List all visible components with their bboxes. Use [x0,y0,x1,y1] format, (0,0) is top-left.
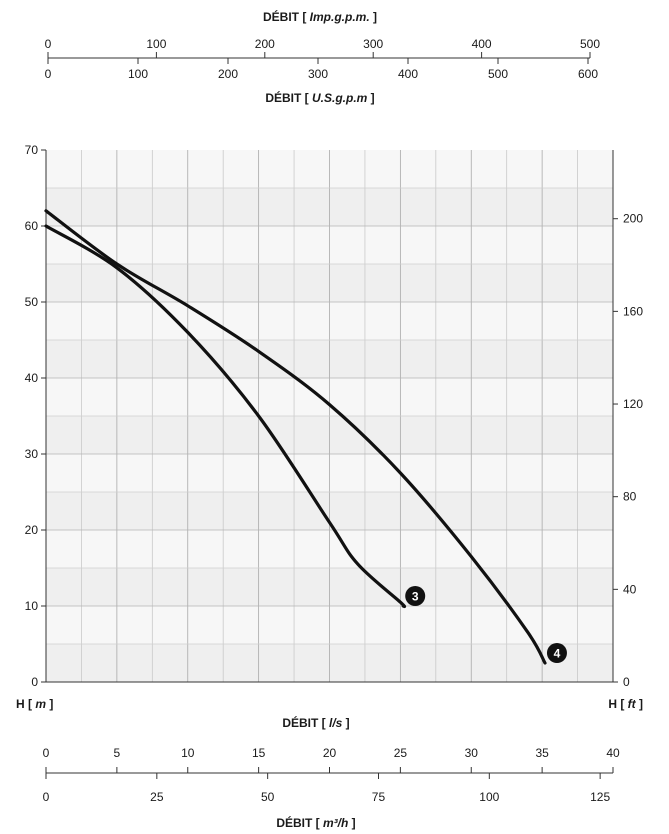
y-right-tick-label: 160 [623,304,643,318]
top_axis_2-unit: U.S.g.p.m [312,91,368,105]
y-left-title: H [ m ] [16,697,53,711]
top_axis_1-title-text: DÉBIT [ [263,9,310,24]
y-left-tick-label: 60 [25,219,39,233]
top_axis_2-tick-label: 600 [578,67,598,81]
bottom_axis_1-title: DÉBIT [ l/s ] [282,715,349,730]
top_axis_2-tick-label: 100 [128,67,148,81]
top_axis_1-unit: Imp.g.p.m. [310,10,370,24]
bottom_axis_2-unit: m³/h [323,816,348,830]
bottom_axis_1-tick-label: 5 [114,746,121,760]
top_axis_2-title: DÉBIT [ U.S.g.p.m ] [265,90,374,105]
top_axis_1-title: DÉBIT [ Imp.g.p.m. ] [263,9,377,24]
y-right-title: H [ ft ] [608,697,643,711]
curve-marker-label-3: 3 [412,590,419,604]
y-right-tick-label: 120 [623,397,643,411]
curve-3 [44,224,407,609]
y-left-tick-label: 20 [25,523,39,537]
top_axis_2-title-text: DÉBIT [ [265,90,312,105]
top_axis_1-title-bracket: ] [370,10,377,24]
bottom_axis_1-tick-label: 10 [181,746,195,760]
bottom_axis_1-tick-label: 0 [43,746,50,760]
bottom_axis_1-tick-label: 40 [606,746,620,760]
curve-marker-3 [405,586,426,606]
top_axis_2-tick-label: 200 [218,67,238,81]
y-left-label: H [16,697,25,711]
bottom_axis_2-tick-label: 75 [372,790,386,804]
bottom_axis_1-unit: l/s [329,716,343,730]
bottom_axis_2-tick-label: 125 [590,790,610,804]
y-left-unit: m [35,697,46,711]
bottom_axis_1-tick-label: 25 [394,746,408,760]
top_axis_2-title-bracket: ] [367,91,374,105]
bottom_axis_1-tick-label: 30 [465,746,479,760]
y-right-bracket-close: ] [636,697,643,711]
top_axis_1-tick-label: 400 [472,37,492,51]
y-left-tick-label: 70 [25,143,39,157]
y-right-unit: ft [628,697,637,711]
grid-lines [46,150,613,682]
top_axis_2-tick-label: 300 [308,67,328,81]
bottom_axis_1-tick-label: 20 [323,746,337,760]
curve-4 [44,209,547,665]
bottom_axis_1-title-text: DÉBIT [ [282,715,329,730]
top_axis_1-tick-label: 500 [580,37,600,51]
top_axis_1-tick-label: 200 [255,37,275,51]
bottom_axis_2-title-bracket: ] [348,816,355,830]
top_axis_2-tick-label: 0 [45,67,52,81]
y-right-tick-label: 200 [623,212,643,226]
y-right-tick-label: 40 [623,582,637,596]
top_axis_1-tick-label: 300 [363,37,383,51]
bottom_axis_1-tick-label: 15 [252,746,266,760]
top_axis_2-tick-label: 500 [488,67,508,81]
y-left-tick-label: 10 [25,599,39,613]
y-left-tick-label: 0 [31,675,38,689]
y-right-bracket-open: [ [617,697,628,711]
bottom_axis_2-tick-label: 100 [479,790,499,804]
pump-curves [44,209,547,665]
curve-marker-label-4: 4 [554,647,561,661]
top_axis_1-tick-label: 100 [146,37,166,51]
y-left-tick-label: 40 [25,371,39,385]
bottom_axis_2-title: DÉBIT [ m³/h ] [276,815,355,830]
curve-markers: 34 [405,586,567,663]
bottom_axis_1-tick-label: 35 [535,746,549,760]
y-right-tick-label: 80 [623,490,637,504]
y-left-bracket-open: [ [25,697,36,711]
y-left-tick-label: 30 [25,447,39,461]
top_axis_1-tick-label: 0 [45,37,52,51]
bottom_axis_1-title-bracket: ] [342,716,349,730]
axes [41,52,618,779]
curve-marker-4 [546,643,567,663]
top_axis_2-tick-label: 400 [398,67,418,81]
bottom_axis_2-title-text: DÉBIT [ [276,815,323,830]
y-left-bracket-close: ] [46,697,53,711]
y-left-tick-label: 50 [25,295,39,309]
bottom_axis_2-tick-label: 50 [261,790,275,804]
bottom_axis_2-tick-label: 0 [43,790,50,804]
y-right-label: H [608,697,617,711]
y-right-tick-label: 0 [623,675,630,689]
bottom_axis_2-tick-label: 25 [150,790,164,804]
